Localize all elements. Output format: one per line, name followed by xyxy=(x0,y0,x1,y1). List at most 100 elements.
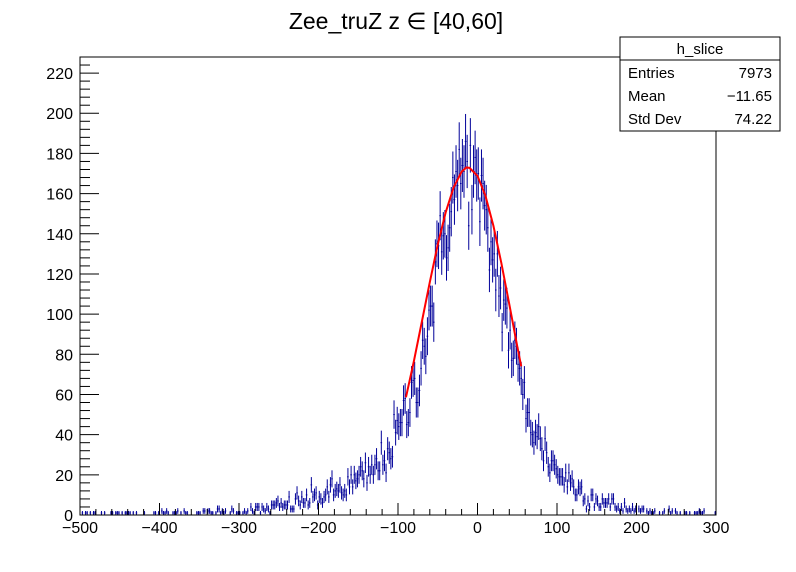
histogram-bin xyxy=(204,508,206,514)
histogram-bin xyxy=(339,477,341,493)
histogram-bin xyxy=(388,441,391,464)
histogram-bin xyxy=(366,474,368,491)
histogram-bin xyxy=(557,465,559,484)
y-tick-label: 140 xyxy=(46,227,73,244)
histogram-bin xyxy=(323,490,325,503)
histogram-bin xyxy=(625,505,627,513)
stats-box: h_slice Entries 7973 Mean −11.65 Std Dev… xyxy=(619,36,781,132)
histogram-bin xyxy=(477,147,480,200)
histogram-bin xyxy=(304,498,306,508)
histogram-bin xyxy=(585,505,588,513)
histogram-bin xyxy=(612,493,615,505)
histogram-bin xyxy=(329,477,332,493)
histogram-bin xyxy=(529,419,532,446)
histogram-bin xyxy=(453,174,456,225)
histogram-bin xyxy=(246,508,249,514)
x-tick-label: 0 xyxy=(473,520,482,537)
histogram-bin xyxy=(491,237,494,283)
histogram-bin xyxy=(482,157,484,210)
histogram-bin xyxy=(358,465,360,484)
histogram-bin xyxy=(391,445,394,468)
histogram-bin xyxy=(630,508,632,514)
histogram-bin xyxy=(460,157,462,210)
histogram-bin xyxy=(218,505,220,513)
histogram-bin xyxy=(647,510,650,515)
histogram-bin xyxy=(611,493,613,505)
histogram-bin xyxy=(467,201,470,250)
histogram-bin xyxy=(81,510,84,515)
histogram-bin xyxy=(555,459,557,479)
histogram-bin xyxy=(488,247,491,293)
histogram-bin xyxy=(593,502,596,511)
histogram-bin xyxy=(509,310,511,350)
histogram-bin xyxy=(480,149,483,202)
histogram-bin xyxy=(428,289,430,331)
x-tick-label: −500 xyxy=(62,520,98,537)
axes: −500 −400 −300 −200 −100 0 100 200 300 0 20 40 60 80 1… xyxy=(46,56,729,537)
histogram-bin xyxy=(552,450,554,472)
histogram-bin xyxy=(512,340,515,377)
histogram-bin xyxy=(646,508,648,514)
histogram-bin xyxy=(294,493,297,505)
histogram-bin xyxy=(135,510,138,515)
histogram-bin xyxy=(522,378,524,411)
histogram-bin xyxy=(623,498,626,508)
histogram-bin xyxy=(432,302,435,342)
histogram-bin xyxy=(129,510,131,515)
histogram-bin xyxy=(676,510,678,515)
histogram-bin xyxy=(445,235,448,281)
fit-curve xyxy=(404,166,523,398)
histogram-bin xyxy=(504,283,507,325)
y-tick-label: 40 xyxy=(55,428,73,445)
histogram-bin xyxy=(405,411,408,439)
histogram-bin xyxy=(343,483,346,498)
y-tick-label: 160 xyxy=(46,187,73,204)
histogram-bin xyxy=(463,145,465,198)
histogram-bin xyxy=(266,502,268,511)
histogram-bin xyxy=(280,498,282,508)
y-tick-label: 60 xyxy=(55,387,73,404)
histogram-bin xyxy=(308,498,311,508)
histogram-bin xyxy=(184,510,187,515)
histogram-bin xyxy=(560,468,562,486)
histogram-bin xyxy=(275,498,278,508)
histogram-bin xyxy=(369,465,371,484)
histogram-bin xyxy=(456,159,459,212)
histogram-bin xyxy=(216,505,219,513)
y-tick-label: 220 xyxy=(46,66,73,83)
histogram-bin xyxy=(493,230,495,277)
histogram-bin xyxy=(124,510,127,515)
histogram-bin xyxy=(533,430,535,455)
plot-frame xyxy=(79,56,717,516)
stats-mean-value: −11.65 xyxy=(727,88,772,105)
histogram-bin xyxy=(620,502,623,511)
histogram-bin xyxy=(378,461,381,481)
histogram-bin xyxy=(335,481,338,497)
histogram-bin xyxy=(413,361,416,395)
histogram-bin xyxy=(197,510,200,515)
histogram-bin xyxy=(154,510,157,515)
histogram-bin xyxy=(229,510,232,515)
stats-stddev-label: Std Dev xyxy=(628,111,682,128)
histogram-bin xyxy=(638,505,640,513)
histogram-bin xyxy=(183,508,185,514)
histogram-bin xyxy=(631,502,634,511)
histogram-bin xyxy=(256,502,259,511)
histogram-bin xyxy=(606,498,608,508)
histogram-bin xyxy=(409,398,411,427)
histogram-bin xyxy=(541,437,543,461)
histogram-bin xyxy=(353,465,356,484)
histogram-bin xyxy=(423,327,426,365)
histogram-bin xyxy=(199,510,201,515)
histogram-bin xyxy=(297,495,300,507)
histogram-bin xyxy=(685,510,688,515)
histogram-bin xyxy=(277,495,279,507)
histogram-bin xyxy=(474,130,476,185)
histogram-bin xyxy=(549,463,551,483)
histogram-bin xyxy=(296,486,298,500)
histogram-bin xyxy=(328,490,330,503)
histogram-bin xyxy=(299,500,302,510)
histogram-bin xyxy=(402,385,405,416)
histogram-bin xyxy=(526,398,529,427)
histogram-bin xyxy=(164,510,166,515)
